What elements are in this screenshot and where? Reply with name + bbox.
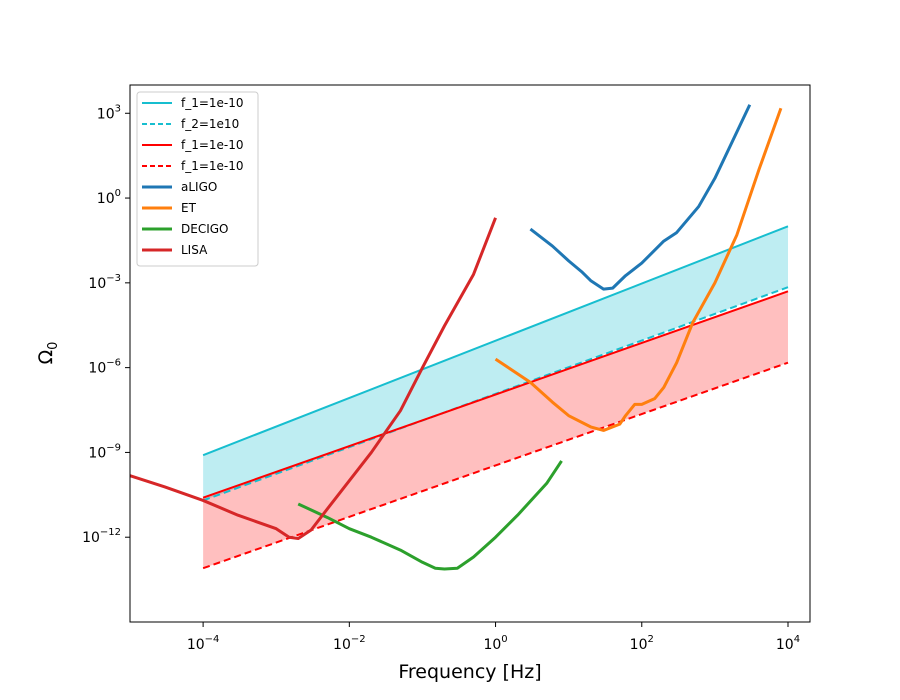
series-line-f-1-1e-10-3 — [202, 361, 789, 570]
legend-label-7: LISA — [181, 243, 208, 257]
series-line-aligo-4 — [529, 104, 752, 291]
cyan-band — [203, 226, 788, 501]
legend-label-6: DECIGO — [181, 222, 228, 236]
y-tick-label-4: 100 — [97, 188, 121, 207]
y-tick-label-0: 10−12 — [82, 527, 121, 546]
y-axis-label: Ω0 — [35, 342, 61, 365]
fill-bands — [203, 226, 788, 569]
red-band — [203, 291, 788, 569]
series-lines — [130, 104, 789, 571]
axis-ticks: 10−4 10−2 100 102 104 10−12 10−9 10−6 10−3 100 103 — [82, 103, 800, 653]
series-line-decigo-6 — [297, 460, 563, 571]
legend-label-1: f_2=1e10 — [181, 117, 239, 131]
series-line-f-1-1e-10-0 — [202, 225, 789, 457]
legend-label-2: f_1=1e-10 — [181, 138, 244, 152]
y-tick-label-1: 10−9 — [88, 442, 121, 461]
x-tick-label-2: 100 — [483, 634, 507, 653]
series-line-lisa-7 — [130, 217, 497, 541]
y-tick-label-5: 103 — [97, 103, 121, 122]
legend: f_1=1e-10 f_2=1e10 f_1=1e-10 f_1=1e-10 aLIGO… — [136, 91, 259, 267]
plot-frame — [129, 84, 811, 623]
x-tick-label-1: 10−2 — [333, 634, 366, 653]
series-line-et-5 — [494, 107, 783, 432]
y-axis-label-subscript: 0 — [46, 342, 61, 350]
legend-label-4: aLIGO — [181, 180, 217, 194]
x-tick-label-4: 104 — [776, 634, 800, 653]
x-axis-label: Frequency [Hz] — [398, 661, 541, 683]
y-tick-label-3: 10−3 — [88, 273, 121, 292]
x-tick-label-3: 102 — [630, 634, 654, 653]
y-axis-label-main: Ω — [35, 350, 57, 365]
legend-label-0: f_1=1e-10 — [181, 96, 244, 110]
legend-label-5: ET — [181, 201, 197, 215]
legend-box — [136, 91, 259, 267]
y-tick-label-2: 10−6 — [88, 358, 121, 377]
x-tick-label-0: 10−4 — [187, 634, 220, 653]
legend-label-3: f_1=1e-10 — [181, 159, 244, 173]
